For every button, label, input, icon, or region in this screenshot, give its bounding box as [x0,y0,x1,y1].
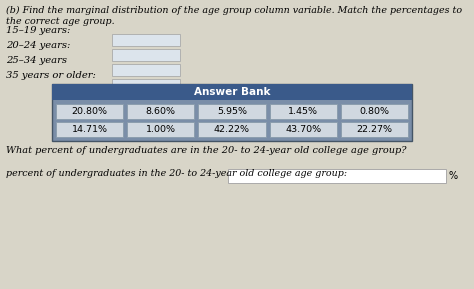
Text: Answer Bank: Answer Bank [194,87,270,97]
Text: 0.80%: 0.80% [359,107,390,116]
Text: 20–24 years:: 20–24 years: [6,41,70,50]
Text: 15–19 years:: 15–19 years: [6,26,70,35]
Text: %: % [449,171,458,181]
Text: 22.27%: 22.27% [356,125,392,134]
FancyBboxPatch shape [199,104,265,119]
Text: 20.80%: 20.80% [72,107,108,116]
FancyBboxPatch shape [228,169,446,183]
FancyBboxPatch shape [341,104,408,119]
FancyBboxPatch shape [127,104,194,119]
Text: 42.22%: 42.22% [214,125,250,134]
FancyBboxPatch shape [52,84,412,141]
Text: 25–34 years: 25–34 years [6,56,67,65]
FancyBboxPatch shape [56,122,123,137]
Text: 1.00%: 1.00% [146,125,176,134]
Text: 8.60%: 8.60% [146,107,176,116]
FancyBboxPatch shape [112,34,180,46]
Text: 5.95%: 5.95% [217,107,247,116]
FancyBboxPatch shape [112,64,180,76]
FancyBboxPatch shape [52,84,412,100]
FancyBboxPatch shape [127,122,194,137]
FancyBboxPatch shape [270,104,337,119]
FancyBboxPatch shape [341,122,408,137]
FancyBboxPatch shape [199,122,265,137]
FancyBboxPatch shape [270,122,337,137]
Text: (b) Find the marginal distribution of the age group column variable. Match the p: (b) Find the marginal distribution of th… [6,6,462,25]
Text: 43.70%: 43.70% [285,125,321,134]
Text: percent of undergraduates in the 20- to 24-year old college age group:: percent of undergraduates in the 20- to … [6,169,347,178]
Text: 14.71%: 14.71% [72,125,108,134]
Text: What percent of undergraduates are in the 20- to 24-year old college age group?: What percent of undergraduates are in th… [6,146,407,155]
Text: 1.45%: 1.45% [288,107,318,116]
Text: 35 years or older:: 35 years or older: [6,71,96,80]
FancyBboxPatch shape [112,79,180,91]
FancyBboxPatch shape [112,49,180,61]
FancyBboxPatch shape [56,104,123,119]
